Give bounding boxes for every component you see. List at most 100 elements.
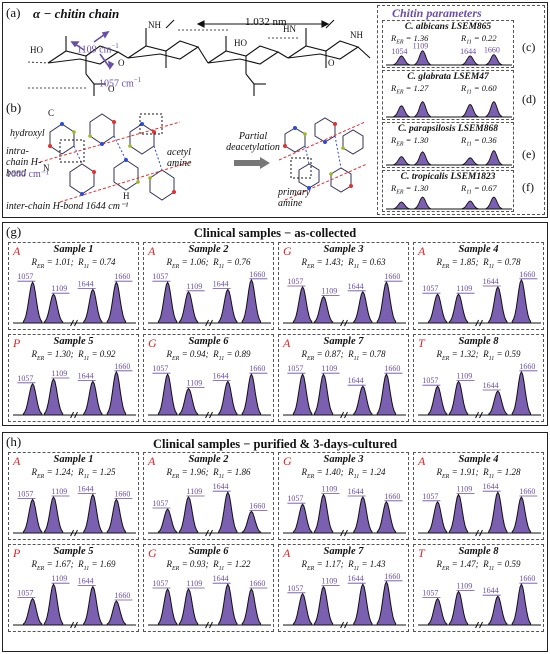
peak-label-1644: 1644	[460, 47, 476, 56]
strain-name: C. parapsilosis LSEM868	[397, 124, 499, 134]
intra-wavenumber: 1660 cm⁻¹	[6, 169, 49, 180]
r11-value: 1.69	[99, 559, 116, 569]
sample-params: RER = 0.87; R11 = 0.78	[301, 349, 386, 362]
peak-2	[43, 378, 64, 416]
section-g	[2, 222, 548, 426]
peak-3	[218, 288, 238, 324]
species-letter: A	[418, 454, 426, 468]
r11-value: 1.25	[99, 467, 116, 477]
peak-2	[43, 496, 64, 534]
sample-params: RER = 0.93; R11 = 1.22	[166, 559, 251, 572]
species-letter: G	[283, 244, 292, 258]
rer-value: 1.40	[324, 467, 341, 477]
peak-1	[427, 385, 448, 416]
peak-2	[414, 50, 431, 66]
species-letter: G	[283, 454, 292, 468]
intra-chain-label: intra-chain H-bond	[6, 146, 42, 179]
r11-value: 1.22	[234, 559, 251, 569]
peak-2	[313, 585, 334, 626]
peak-4	[376, 281, 397, 324]
sample-title: Sample 6	[188, 546, 229, 557]
h-sample-1-cell: 1057 1109 1644 1660 A Sample 1 RER = 1.24; R11…	[8, 452, 139, 540]
axis-break	[340, 411, 348, 419]
svg-text:HO: HO	[234, 38, 247, 48]
peak-label-1660: 1660	[249, 270, 265, 279]
species-letter: A	[148, 244, 156, 258]
peak-1	[22, 498, 43, 534]
peak-3	[461, 157, 479, 166]
peak-label-1057: 1057	[17, 589, 33, 598]
axis-break	[205, 411, 213, 419]
r11-value: 0.92	[99, 349, 116, 359]
peak-2	[178, 588, 199, 626]
peak-1	[427, 293, 448, 324]
sample-title: Sample 4	[458, 454, 499, 465]
sample-title: Sample 3	[323, 244, 364, 255]
h-sample-3-cell: 1057 1109 1644 1660 G Sample 3 RER = 1.40; R11…	[278, 452, 409, 540]
distance-label: 1.032 nm	[245, 16, 287, 28]
sample-title: Sample 5	[53, 336, 94, 347]
peak-label-1057: 1057	[422, 492, 438, 501]
spectrum-plot: 1057 1109 1644 1660	[13, 362, 136, 419]
peak-label-1660: 1660	[519, 362, 535, 371]
peak-label-1644: 1644	[483, 586, 499, 595]
sample-params: RER = 1.96; R11 = 1.86	[166, 467, 251, 480]
peak-2	[448, 380, 469, 416]
sample-params: RER = 0.94; R11 = 0.89	[166, 349, 251, 362]
peak-label-1057: 1057	[152, 364, 168, 373]
sample-params: RER = 1.17; R11 = 1.43	[301, 559, 386, 572]
peak-1	[427, 597, 448, 626]
peak-label-1109: 1109	[187, 487, 203, 496]
axis-break	[70, 411, 78, 419]
sample-title: Sample 1	[53, 454, 94, 465]
wavenumber-1057: 1057 cm−1	[99, 76, 142, 90]
panel-label-e: (e)	[522, 147, 536, 161]
peak-label-1057: 1057	[287, 277, 303, 286]
hydroxyl-label: hydroxyl	[10, 128, 45, 139]
peak-label-1660: 1660	[249, 579, 265, 588]
peak-label-1109: 1109	[457, 485, 473, 494]
peak-4	[376, 500, 397, 534]
g-sample-7-cell: 1057 1109 1644 1660 A Sample 7 RER = 0.87; R11…	[278, 334, 409, 422]
peak-1	[292, 285, 313, 324]
peak-3	[353, 583, 373, 626]
panel-label-g: (g)	[6, 224, 22, 239]
svg-text:NH: NH	[350, 30, 363, 40]
r11-value: 0.78	[504, 257, 521, 267]
rer-value: 1.17	[324, 559, 341, 569]
acetyl-amine-label: acetyl amine	[167, 147, 192, 169]
peak-4	[241, 510, 262, 534]
rer-value: 1.32	[459, 349, 476, 359]
sample-params: RER = 1.06; R11 = 0.76	[166, 257, 251, 270]
peak-label-1644: 1644	[213, 371, 229, 380]
peak-label-1644: 1644	[483, 381, 499, 390]
h-sample-8-cell: 1057 1109 1644 1660 T Sample 8 RER = 1.47; R11…	[413, 544, 544, 632]
peak-2	[448, 493, 469, 534]
hbond-network-right	[278, 117, 368, 201]
peak-label-1109: 1109	[52, 369, 68, 378]
chitin-params-panel	[377, 5, 545, 215]
rer-value: 1.67	[54, 559, 71, 569]
peak-3	[218, 583, 238, 626]
atom-c-label: C	[48, 108, 55, 118]
species-letter: A	[418, 244, 426, 258]
peak-3	[83, 493, 103, 534]
spectrum-plot: 1057 1109 1644 1660	[283, 364, 406, 419]
rer-value: 1.47	[459, 559, 476, 569]
peak-1	[393, 105, 410, 118]
sample-params: RER = 1.47; R11 = 0.59	[436, 559, 521, 572]
sample-params: RER = 1.24; R11 = 1.25	[31, 467, 116, 480]
peak-4	[485, 196, 503, 210]
peak-2	[178, 387, 199, 416]
species-letter: P	[13, 336, 21, 350]
peak-3	[353, 385, 373, 416]
peak-1	[157, 373, 178, 416]
peak-label-1644: 1644	[78, 279, 94, 288]
chain-title: α − chitin chain	[33, 6, 120, 21]
peak-2	[43, 583, 64, 626]
chitin-param-3: C. parapsilosis LSEM868 RER = 1.30 R11 = 0…	[382, 122, 514, 168]
peak-4	[511, 370, 532, 416]
peak-label-1109: 1109	[322, 364, 338, 373]
peak-label-1644: 1644	[348, 574, 364, 583]
peak-2	[448, 590, 469, 626]
